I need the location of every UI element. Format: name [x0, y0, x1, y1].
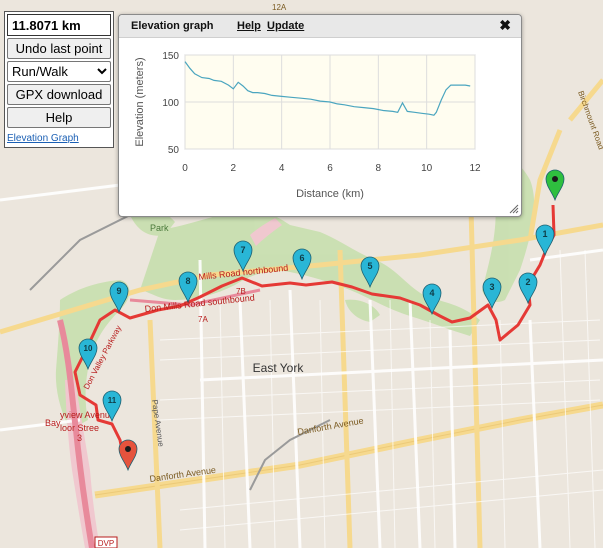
label-bayview: yview Avenu — [60, 410, 110, 420]
end-marker-pin-icon — [118, 439, 138, 472]
waypoint-marker-4-pin-icon — [422, 283, 442, 316]
elevation-graph-panel: Elevation graph Help Update ✖ 0 2 4 6 8 10 12 … — [118, 14, 522, 217]
route-line — [73, 204, 556, 461]
y-axis-label: Elevation (meters) — [134, 57, 146, 146]
end-marker-dot — [125, 446, 131, 452]
undo-last-point-button[interactable]: Undo last point — [7, 38, 111, 59]
start-marker-pin-icon — [545, 169, 565, 202]
waypoint-marker-7[interactable]: 7 — [233, 240, 253, 273]
waypoint-marker-8-label: 8 — [185, 276, 190, 286]
waypoint-marker-11-label: 11 — [108, 396, 117, 405]
waypoint-marker-3-label: 3 — [489, 282, 494, 292]
waypoint-marker-6[interactable]: 6 — [292, 248, 312, 281]
waypoint-marker-8[interactable]: 8 — [178, 271, 198, 304]
waypoint-marker-5-pin-icon — [360, 256, 380, 289]
x-tick-label: 2 — [231, 163, 237, 174]
label-12a: 12A — [272, 3, 287, 12]
mode-select[interactable]: Run/Walk — [7, 61, 111, 82]
dvp-shield — [94, 536, 118, 548]
waypoint-marker-1-label: 1 — [542, 229, 547, 239]
start-marker[interactable] — [545, 169, 565, 202]
x-tick-label: 0 — [182, 163, 188, 174]
elevation-series-line — [184, 61, 471, 116]
elevation-graph-link[interactable]: Elevation Graph — [7, 133, 79, 144]
elevation-update-link[interactable]: Update — [267, 20, 305, 32]
y-tick-label: 150 — [162, 51, 179, 62]
waypoint-marker-9-label: 9 — [116, 286, 121, 296]
waypoint-marker-2[interactable]: 2 — [518, 272, 538, 305]
waypoint-marker-10[interactable]: 10 — [78, 338, 98, 371]
help-button[interactable]: Help — [7, 107, 111, 128]
x-tick-label: 8 — [376, 163, 382, 174]
x-tick-label: 4 — [279, 163, 285, 174]
waypoint-marker-7-label: 7 — [240, 245, 245, 255]
waypoint-marker-1-pin-icon — [535, 224, 555, 257]
waypoint-marker-1[interactable]: 1 — [535, 224, 555, 257]
waypoint-marker-6-label: 6 — [299, 253, 304, 263]
waypoint-marker-2-pin-icon — [518, 272, 538, 305]
x-tick-label: 6 — [327, 163, 333, 174]
waypoint-marker-2-label: 2 — [525, 277, 530, 287]
close-icon[interactable]: ✖ — [499, 17, 511, 33]
waypoint-marker-7-pin-icon — [233, 240, 253, 273]
start-marker-dot — [552, 176, 558, 182]
waypoint-marker-4-label: 4 — [429, 288, 434, 298]
waypoint-marker-11[interactable]: 11 — [102, 390, 122, 423]
waypoint-marker-5[interactable]: 5 — [360, 256, 380, 289]
elevation-panel-title: Elevation graph — [131, 20, 214, 32]
waypoint-marker-8-pin-icon — [178, 271, 198, 304]
route-controls-panel: Undo last point Run/Walk GPX download He… — [4, 11, 114, 148]
waypoint-marker-4[interactable]: 4 — [422, 283, 442, 316]
waypoint-marker-3-pin-icon — [482, 277, 502, 310]
label-dvp-shield: DVP — [98, 539, 114, 548]
waypoint-marker-6-pin-icon — [292, 248, 312, 281]
x-axis-label: Distance (km) — [296, 188, 364, 200]
gpx-download-button[interactable]: GPX download — [7, 84, 111, 105]
x-tick-label: 10 — [421, 163, 433, 174]
resize-grip-icon[interactable] — [509, 204, 519, 214]
y-tick-label: 100 — [162, 98, 179, 109]
label-7b: 7B — [236, 287, 246, 296]
end-marker[interactable] — [118, 439, 138, 472]
elevation-help-link[interactable]: Help — [237, 20, 261, 32]
label-park: Park — [150, 223, 169, 233]
label-bay: Bay — [45, 418, 61, 428]
elevation-panel-header[interactable]: Elevation graph Help Update ✖ — [119, 15, 521, 38]
label-bloor-3: 3 — [77, 433, 82, 443]
waypoint-marker-10-pin-icon — [78, 338, 98, 371]
label-bloor: loor Stree — [60, 423, 99, 433]
waypoint-marker-9-pin-icon — [109, 281, 129, 314]
waypoint-marker-5-label: 5 — [367, 261, 372, 271]
label-7a: 7A — [198, 315, 208, 324]
distance-field[interactable] — [7, 14, 111, 36]
elevation-chart: 0 2 4 6 8 10 12 50 100 150 Distance (km) Elevati… — [134, 51, 481, 200]
waypoint-marker-9[interactable]: 9 — [109, 281, 129, 314]
x-tick-label: 12 — [469, 163, 481, 174]
waypoint-marker-11-pin-icon — [102, 390, 122, 423]
waypoint-marker-3[interactable]: 3 — [482, 277, 502, 310]
waypoint-marker-10-label: 10 — [84, 344, 93, 353]
y-tick-label: 50 — [168, 145, 180, 156]
label-east-york: East York — [253, 361, 305, 375]
